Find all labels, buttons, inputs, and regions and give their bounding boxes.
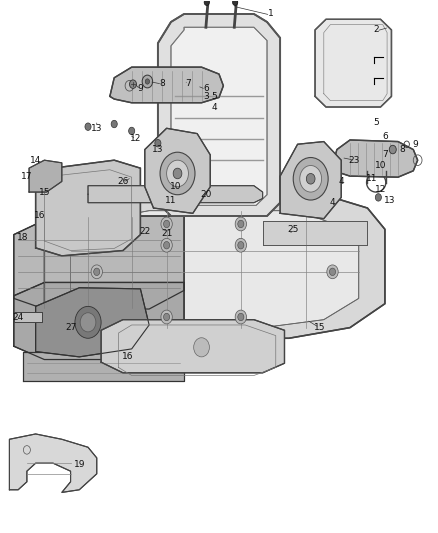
Text: 2: 2	[373, 26, 379, 35]
Polygon shape	[101, 320, 285, 373]
Text: 10: 10	[170, 182, 181, 191]
Circle shape	[329, 268, 336, 276]
Polygon shape	[10, 434, 97, 492]
Polygon shape	[171, 27, 267, 205]
Circle shape	[327, 265, 338, 279]
Text: 8: 8	[399, 145, 405, 154]
Circle shape	[235, 310, 247, 324]
Text: 16: 16	[122, 352, 133, 361]
Circle shape	[130, 80, 137, 88]
Polygon shape	[158, 14, 280, 216]
Circle shape	[194, 338, 209, 357]
Text: 5: 5	[373, 118, 379, 127]
Circle shape	[166, 160, 188, 187]
Polygon shape	[35, 288, 149, 357]
Text: 13: 13	[384, 196, 395, 205]
Text: 9: 9	[138, 84, 143, 93]
Circle shape	[293, 158, 328, 200]
Circle shape	[389, 146, 396, 154]
Polygon shape	[29, 160, 62, 192]
Text: 25: 25	[287, 225, 299, 234]
Text: 20: 20	[200, 190, 212, 199]
Polygon shape	[35, 160, 141, 256]
Text: 14: 14	[30, 156, 41, 165]
Text: 16: 16	[34, 212, 46, 221]
Text: 3: 3	[203, 92, 209, 101]
Circle shape	[238, 220, 244, 228]
Text: 12: 12	[131, 134, 142, 143]
Circle shape	[204, 0, 209, 5]
Circle shape	[300, 165, 321, 192]
Circle shape	[163, 313, 170, 321]
Text: 5: 5	[212, 92, 218, 101]
Text: 7: 7	[382, 150, 388, 159]
Circle shape	[233, 0, 238, 5]
Text: 6: 6	[382, 132, 388, 141]
Text: 18: 18	[17, 233, 28, 242]
Polygon shape	[71, 211, 359, 328]
Text: 11: 11	[165, 196, 177, 205]
Polygon shape	[263, 221, 367, 245]
Circle shape	[142, 75, 152, 88]
Text: 9: 9	[413, 140, 418, 149]
Circle shape	[161, 310, 172, 324]
Text: 10: 10	[375, 161, 386, 170]
Polygon shape	[332, 140, 418, 177]
Circle shape	[160, 152, 195, 195]
Circle shape	[238, 241, 244, 249]
Text: 22: 22	[139, 228, 150, 237]
Circle shape	[238, 313, 244, 321]
Circle shape	[129, 127, 135, 135]
Polygon shape	[44, 192, 385, 338]
Text: 6: 6	[203, 84, 209, 93]
Text: 1: 1	[268, 10, 273, 19]
Circle shape	[235, 238, 247, 252]
Text: 19: 19	[74, 460, 85, 469]
Text: 24: 24	[13, 312, 24, 321]
Text: 17: 17	[21, 172, 33, 181]
Text: 15: 15	[39, 188, 50, 197]
Circle shape	[111, 120, 117, 128]
Polygon shape	[315, 19, 392, 107]
Polygon shape	[14, 216, 184, 309]
Circle shape	[155, 140, 161, 147]
Polygon shape	[110, 67, 223, 103]
Text: 13: 13	[91, 124, 102, 133]
Text: 8: 8	[159, 78, 165, 87]
Circle shape	[161, 238, 172, 252]
Text: 4: 4	[330, 198, 336, 207]
Circle shape	[80, 313, 96, 332]
Circle shape	[85, 123, 91, 131]
Text: 4: 4	[339, 177, 344, 186]
Circle shape	[375, 193, 381, 201]
Text: 27: 27	[65, 323, 76, 332]
Circle shape	[163, 220, 170, 228]
Text: 15: 15	[314, 323, 325, 332]
Circle shape	[173, 168, 182, 179]
Circle shape	[306, 173, 315, 184]
Circle shape	[235, 217, 247, 231]
Circle shape	[94, 268, 100, 276]
Polygon shape	[14, 312, 42, 322]
Polygon shape	[14, 282, 184, 360]
Polygon shape	[145, 128, 210, 213]
Text: 13: 13	[152, 145, 164, 154]
Text: 23: 23	[349, 156, 360, 165]
Text: 7: 7	[186, 78, 191, 87]
Text: 4: 4	[212, 102, 217, 111]
Polygon shape	[280, 142, 341, 219]
Circle shape	[163, 241, 170, 249]
Circle shape	[145, 79, 150, 84]
Circle shape	[91, 265, 102, 279]
Circle shape	[75, 306, 101, 338]
Text: 26: 26	[117, 177, 129, 186]
Circle shape	[161, 217, 172, 231]
Polygon shape	[22, 352, 184, 381]
Text: 12: 12	[375, 185, 386, 194]
Polygon shape	[88, 185, 263, 203]
Text: 11: 11	[366, 174, 378, 183]
Text: 21: 21	[161, 229, 172, 238]
